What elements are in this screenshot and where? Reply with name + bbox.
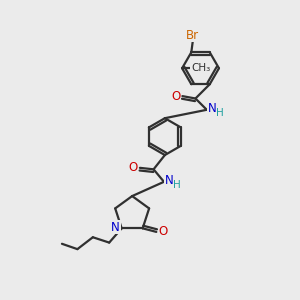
- Text: Br: Br: [186, 28, 200, 42]
- Text: O: O: [129, 161, 138, 174]
- Text: N: N: [208, 101, 217, 115]
- Text: CH₃: CH₃: [191, 63, 210, 73]
- Text: H: H: [216, 108, 224, 118]
- Text: O: O: [171, 90, 181, 103]
- Text: O: O: [158, 225, 167, 239]
- Text: N: N: [165, 173, 174, 187]
- Text: N: N: [111, 220, 120, 234]
- Text: H: H: [173, 180, 181, 190]
